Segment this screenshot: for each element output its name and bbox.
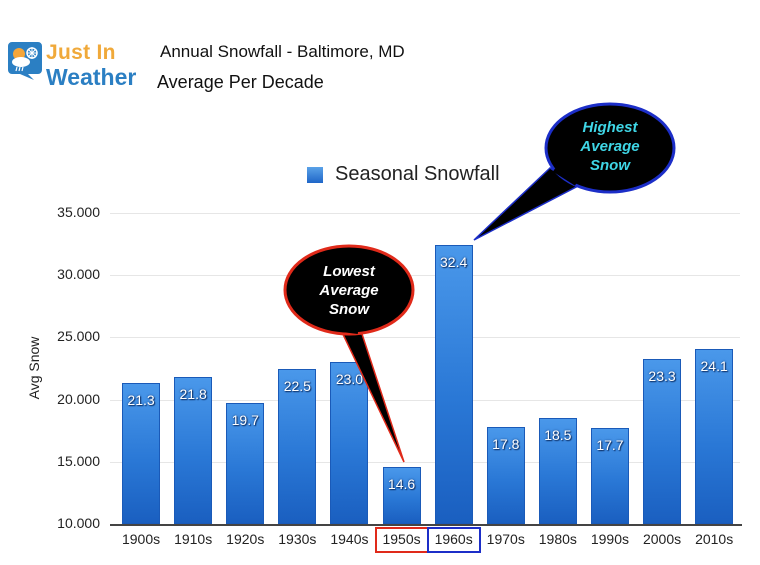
- highest-callout-bubble: [473, 102, 676, 241]
- bar-1980s: 18.5: [538, 418, 577, 524]
- x-tick-label: 1950s: [382, 531, 421, 547]
- bar-value-label: 23.3: [648, 367, 676, 384]
- y-tick-label: 15.000: [57, 452, 100, 469]
- bar-value-label: 21.3: [127, 392, 155, 409]
- lowest-highlight-box: [374, 527, 429, 553]
- gridline: [110, 399, 740, 401]
- x-tick-label: 2010s: [695, 531, 734, 547]
- y-tick-label: 25.000: [57, 328, 100, 345]
- gridline: [110, 213, 740, 214]
- chart-title: Annual Snowfall - Baltimore, MD: [160, 42, 405, 61]
- y-tick-label: 30.000: [57, 266, 100, 283]
- chart-subtitle: Average Per Decade: [157, 72, 324, 92]
- y-tick-label: 10.000: [57, 515, 100, 531]
- legend-swatch: [307, 166, 323, 183]
- bar-value-label: 18.5: [544, 427, 572, 444]
- bar-1970s: 17.8: [486, 426, 525, 524]
- x-tick-label: 1910s: [174, 531, 213, 547]
- y-tick-label: 35.000: [57, 204, 100, 220]
- logo-text-just-in: Just In: [46, 41, 116, 64]
- weather-cloud-snow-icon: [8, 42, 42, 80]
- lowest-callout-text: Lowest Average Snow: [319, 263, 379, 318]
- y-tick-label: 20.000: [57, 390, 100, 407]
- bar-1960s: 32.4: [434, 245, 473, 524]
- bar-1950s: 14.6: [382, 466, 421, 524]
- bar-value-label: 21.8: [179, 386, 207, 403]
- bar-value-label: 17.7: [596, 437, 624, 454]
- gridline: [110, 337, 740, 339]
- bar-1990s: 17.7: [590, 428, 629, 524]
- x-tick-label: 1970s: [486, 531, 525, 547]
- bar-1910s: 21.8: [174, 377, 213, 524]
- bar-1930s: 22.5: [278, 368, 317, 524]
- bar-value-label: 19.7: [231, 412, 259, 429]
- bar-1940s: 23.0: [330, 362, 369, 524]
- bar-2000s: 23.3: [643, 358, 682, 524]
- bar-value-label: 17.8: [492, 435, 520, 452]
- x-tick-label: 1990s: [590, 531, 630, 547]
- gridline: [110, 275, 740, 277]
- x-tick-label: 1940s: [330, 531, 369, 547]
- x-tick-label: 1980s: [538, 531, 577, 547]
- bar-1920s: 19.7: [226, 403, 265, 524]
- gridline: [110, 461, 740, 463]
- x-tick-label: 1900s: [121, 531, 161, 547]
- bar-value-label: 22.5: [283, 377, 311, 394]
- bar-1900s: 21.3: [122, 383, 161, 524]
- bar-value-label: 32.4: [440, 254, 468, 271]
- bar-value-label: 14.6: [387, 475, 416, 492]
- bar-value-label: 23.0: [335, 371, 364, 388]
- x-tick-label: 1920s: [226, 531, 265, 547]
- bar-2010s: 24.1: [695, 348, 734, 524]
- legend-label: Seasonal Snowfall: [335, 163, 500, 185]
- x-tick-label: 1960s: [434, 531, 473, 547]
- just-in-weather-logo: Just In Weather: [8, 40, 158, 96]
- bar-value-label: 24.1: [700, 357, 728, 374]
- x-tick-label: 1930s: [278, 531, 317, 547]
- highest-callout-text: Highest Average Snow: [580, 119, 640, 174]
- highest-highlight-box: [426, 527, 481, 553]
- lowest-callout-bubble: [283, 244, 415, 463]
- chart-legend: Seasonal Snowfall: [307, 163, 500, 186]
- logo-text-weather: Weather: [46, 64, 137, 90]
- x-tick-label: 2000s: [642, 531, 682, 547]
- x-axis-line: [110, 524, 742, 526]
